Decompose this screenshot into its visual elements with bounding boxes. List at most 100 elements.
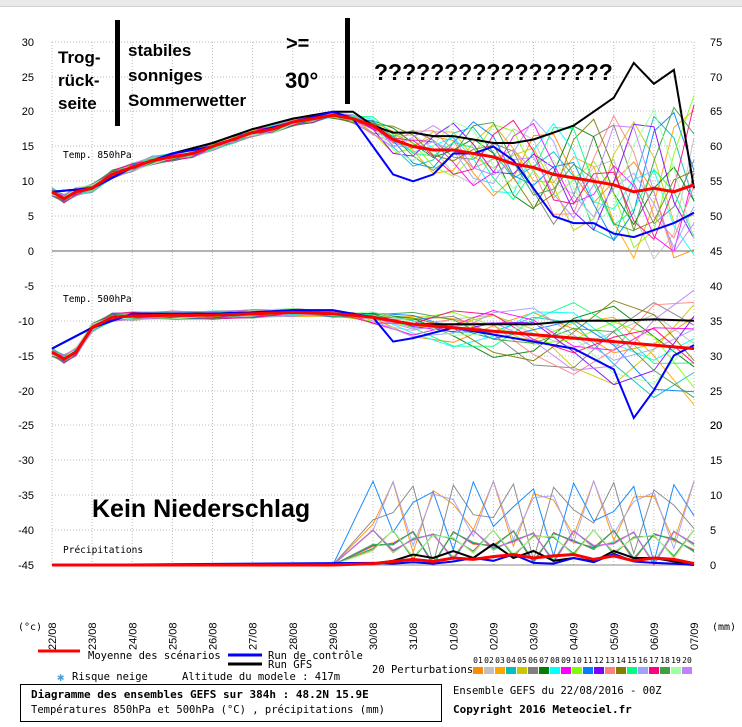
right-tick-label: 10 xyxy=(710,490,722,502)
x-tick-label: 29/08 xyxy=(328,622,340,650)
perturbation-line xyxy=(51,114,695,226)
perturbation-number: 08 xyxy=(550,656,560,665)
left-tick-label: -40 xyxy=(18,525,34,537)
annotation-trog: seite xyxy=(58,94,97,113)
annotation-stabiles: Sommerwetter xyxy=(128,91,246,110)
left-tick-label: -10 xyxy=(18,316,34,328)
x-tick-label: 02/09 xyxy=(488,622,500,650)
x-tick-label: 03/09 xyxy=(529,622,541,650)
x-tick-label: 22/08 xyxy=(47,622,59,650)
right-tick-label: 20 xyxy=(710,420,722,432)
perturbation-swatch xyxy=(539,667,549,674)
series-line-mean xyxy=(51,113,695,201)
panel-850hpa xyxy=(51,61,695,260)
perturbation-swatch xyxy=(517,667,527,674)
annotation-stabiles: sonniges xyxy=(128,66,203,85)
perturbation-number: 05 xyxy=(517,656,527,665)
perturbation-line xyxy=(51,113,695,254)
perturbation-swatch xyxy=(660,667,670,674)
right-unit-label: (mm) xyxy=(712,622,736,633)
left-tick-label: 25 xyxy=(22,72,34,84)
copyright: Copyright 2016 Meteociel.fr xyxy=(453,703,632,716)
right-tick-label: 15 xyxy=(710,455,722,467)
perturbation-swatch xyxy=(572,667,582,674)
perturbation-number: 15 xyxy=(627,656,637,665)
right-tick-label: 30 xyxy=(710,351,722,363)
legend-perturbations-label: 20 Perturbations xyxy=(372,664,473,676)
altitude-label: Altitude du modele : 417m xyxy=(182,671,340,683)
right-tick-label: 50 xyxy=(710,211,722,223)
x-tick-label: 05/09 xyxy=(609,622,621,650)
perturbation-number: 19 xyxy=(671,656,681,665)
perturbation-number: 18 xyxy=(660,656,670,665)
perturbation-swatch xyxy=(671,667,681,674)
x-tick-label: 30/08 xyxy=(368,622,380,650)
axis-labels: 30252015105075706560555045-5-10-15-20-25… xyxy=(18,37,736,683)
left-tick-label: 5 xyxy=(28,211,34,223)
right-tick-label: 0 xyxy=(710,560,716,572)
perturbation-number: 16 xyxy=(638,656,648,665)
perturbation-swatch xyxy=(506,667,516,674)
series-line-mean xyxy=(51,310,695,361)
series-line-gfs xyxy=(51,61,695,193)
perturbation-swatch xyxy=(649,667,659,674)
perturbation-line xyxy=(51,114,695,256)
browser-top-strip xyxy=(0,0,742,7)
panel-label-850: Temp. 850hPa xyxy=(63,150,132,161)
left-tick-label: -20 xyxy=(18,386,34,398)
left-tick-label: 30 xyxy=(22,37,34,49)
right-tick-label: 70 xyxy=(710,72,722,84)
x-tick-label: 28/08 xyxy=(288,622,300,650)
perturbation-number: 20 xyxy=(682,656,692,665)
perturbation-swatch xyxy=(495,667,505,674)
perturbation-line xyxy=(51,308,695,399)
legend-risque-label: Risque neige xyxy=(72,671,148,683)
right-tick-label: 55 xyxy=(710,176,722,188)
right-tick-label: 25 xyxy=(710,386,722,398)
x-tick-label: 07/09 xyxy=(689,622,701,650)
series-line-gfs xyxy=(51,542,695,566)
perturbation-swatch xyxy=(594,667,604,674)
series-line-control xyxy=(51,309,695,421)
series-line-mean xyxy=(52,552,695,567)
x-tick-label: 25/08 xyxy=(167,622,179,650)
perturbation-number: 14 xyxy=(616,656,626,665)
annotation-trog: Trog- xyxy=(58,48,101,67)
perturbation-swatch xyxy=(605,667,615,674)
legend-label-mean: Moyenne des scénarios xyxy=(88,650,221,662)
x-tick-label: 31/08 xyxy=(408,622,420,650)
perturbation-swatch xyxy=(616,667,626,674)
annotation-hot: 30° xyxy=(285,68,318,93)
x-tick-label: 01/09 xyxy=(448,622,460,650)
annotation-no-precip: Kein Niederschlag xyxy=(92,495,310,523)
annotation-bar xyxy=(115,20,120,126)
perturbation-swatch xyxy=(473,667,483,674)
annotation-trog: rück- xyxy=(58,71,100,90)
left-tick-label: -25 xyxy=(18,420,34,432)
right-tick-label: 20 xyxy=(710,420,722,432)
footer-info-box: Diagramme des ensembles GEFS sur 384h : … xyxy=(20,684,442,722)
legend-label-control: Run de contrôle xyxy=(268,650,363,662)
annotation-bar xyxy=(345,18,350,104)
annotation-question: ????????????????? xyxy=(374,59,613,85)
perturbation-number: 06 xyxy=(528,656,538,665)
right-tick-label: 65 xyxy=(710,106,722,118)
left-tick-label: 0 xyxy=(28,246,34,258)
perturbation-number: 17 xyxy=(649,656,659,665)
legend: Moyenne des scénarios Run de contrôleRun … xyxy=(38,649,692,684)
perturbation-swatch xyxy=(550,667,560,674)
perturbation-swatch xyxy=(583,667,593,674)
perturbation-swatch xyxy=(484,667,494,674)
panel-precipitation xyxy=(51,479,695,567)
snowflake-icon: ✱ xyxy=(57,670,64,684)
perturbation-number: 07 xyxy=(539,656,549,665)
right-tick-label: 60 xyxy=(710,141,722,153)
perturbation-number: 12 xyxy=(594,656,604,665)
perturbation-number: 10 xyxy=(572,656,582,665)
perturbation-number: 04 xyxy=(506,656,516,665)
left-tick-label: 10 xyxy=(22,176,34,188)
perturbation-swatch xyxy=(638,667,648,674)
annotations: Trog-rück-seite stabiles sonniges Sommerwet… xyxy=(58,18,613,523)
diagram-subtitle: Températures 850hPa et 500hPa (°C) , pré… xyxy=(31,704,386,716)
